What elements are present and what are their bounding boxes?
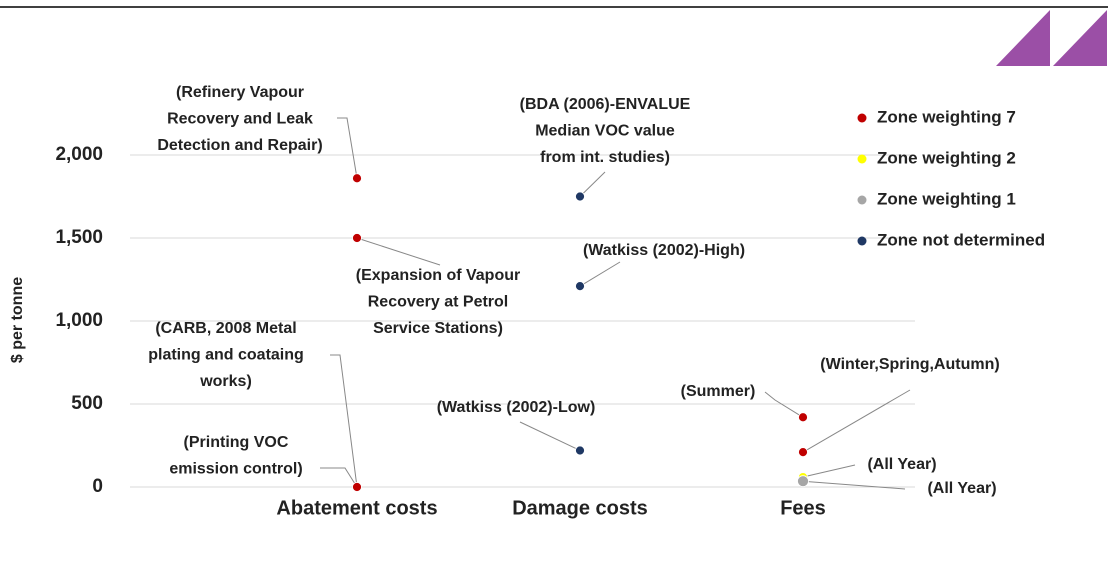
annotation: (Watkiss (2002)-Low) [437,399,596,416]
point [798,412,808,423]
leader-line [337,117,358,179]
legend-label: Zone not determined [877,230,1045,249]
legend-marker [857,113,867,123]
annotation: works) [199,373,252,390]
leader-line [330,354,358,488]
annotation: (All Year) [867,456,936,473]
x-tick-label: Abatement costs [276,497,437,519]
annotation: (All Year) [927,480,996,497]
annotation: (Winter,Spring,Autumn) [820,356,999,373]
y-tick-label: 500 [71,393,103,414]
legend-label: Zone weighting 2 [877,148,1016,167]
annotation: (Summer) [681,383,756,400]
point [352,482,362,492]
y-tick-label: 0 [92,476,103,497]
point [797,475,809,488]
y-tick-label: 1,500 [55,227,103,248]
y-tick-label: 2,000 [55,144,103,165]
leader-line [802,389,911,453]
leader-line [802,480,906,490]
annotation: from int. studies) [540,149,670,166]
decor-triangle [1053,10,1107,66]
leader-line [764,391,804,418]
legend-label: Zone weighting 7 [877,107,1016,126]
annotation: (Watkiss (2002)-High) [583,242,745,259]
legend-marker [857,195,867,205]
y-axis-title: $ per tonne [9,277,26,363]
leader-line [579,171,606,197]
leader-line [579,261,621,287]
annotation: emission control) [169,461,302,478]
annotation: (Printing VOC [184,434,289,451]
legend-label: Zone weighting 1 [877,189,1016,208]
legend-marker [857,154,867,164]
annotation: (Expansion of Vapour [356,267,520,284]
x-tick-label: Damage costs [512,497,648,519]
annotation: Recovery and Leak [167,111,313,128]
leader-line [320,467,358,488]
y-tick-label: 1,000 [55,310,103,331]
annotation: (Refinery Vapour [176,84,304,101]
point [575,445,585,456]
leader-line [519,421,581,451]
annotation: (BDA (2006)-ENVALUE [520,96,691,113]
leader-line [356,237,441,266]
decor-triangle [996,10,1050,66]
annotation: plating and coataing [148,347,304,364]
x-tick-label: Fees [780,497,826,519]
point [798,447,808,458]
leader-line [802,464,856,478]
point [352,233,362,243]
point [575,281,585,292]
annotation: Service Stations) [373,320,503,337]
annotation: (CARB, 2008 Metal [155,320,296,337]
point [575,191,585,202]
legend-marker [857,236,867,246]
annotation: Detection and Repair) [157,137,322,154]
point [352,173,362,184]
annotation: Median VOC value [535,123,675,140]
annotation: Recovery at Petrol [368,294,509,311]
